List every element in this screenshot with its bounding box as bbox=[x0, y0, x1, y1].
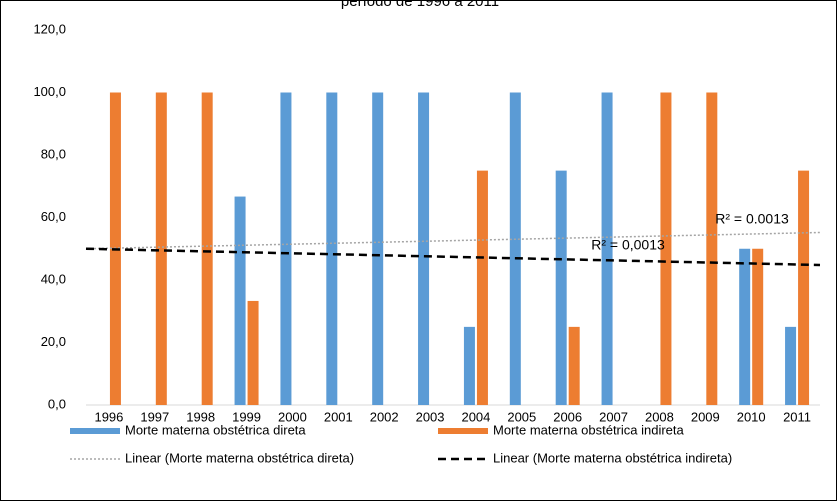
bar bbox=[326, 92, 338, 405]
bar bbox=[568, 326, 580, 405]
x-tick-label: 2008 bbox=[645, 409, 674, 424]
x-tick-label: 1998 bbox=[186, 409, 215, 424]
x-tick-label: 1997 bbox=[140, 409, 169, 424]
bar bbox=[418, 92, 430, 405]
bar bbox=[601, 92, 613, 405]
x-tick-label: 2003 bbox=[416, 409, 445, 424]
y-tick-label: 120,0 bbox=[33, 21, 66, 36]
bar bbox=[660, 92, 672, 405]
x-tick-label: 2005 bbox=[507, 409, 536, 424]
y-tick-label: 60,0 bbox=[41, 209, 66, 224]
bar bbox=[280, 92, 292, 405]
bar bbox=[476, 170, 488, 405]
x-tick-label: 2000 bbox=[278, 409, 307, 424]
bar bbox=[706, 92, 718, 405]
bar bbox=[798, 170, 810, 405]
bar bbox=[372, 92, 384, 405]
chart-title: período de 1996 a 2011 bbox=[341, 0, 499, 10]
y-tick-label: 40,0 bbox=[41, 271, 66, 286]
bar bbox=[155, 92, 167, 405]
bar bbox=[247, 300, 259, 405]
legend-swatch bbox=[70, 428, 120, 434]
x-tick-label: 2006 bbox=[553, 409, 582, 424]
x-tick-label: 2011 bbox=[783, 409, 811, 424]
x-tick-label: 2007 bbox=[599, 409, 628, 424]
x-tick-label: 1999 bbox=[232, 409, 261, 424]
legend-label: Morte materna obstétrica direta bbox=[125, 422, 306, 437]
bar bbox=[509, 92, 521, 405]
bar bbox=[785, 326, 797, 405]
bar bbox=[234, 196, 246, 405]
x-tick-label: 2001 bbox=[324, 409, 353, 424]
x-tick-label: 2009 bbox=[691, 409, 720, 424]
bar bbox=[201, 92, 213, 405]
legend-label: Morte materna obstétrica indireta bbox=[493, 422, 685, 437]
bar bbox=[739, 248, 751, 405]
annotation: R² = 0,0013 bbox=[591, 237, 665, 253]
bar bbox=[752, 248, 764, 405]
trendline bbox=[85, 247, 821, 267]
y-tick-label: 80,0 bbox=[41, 146, 66, 161]
annotation: R² = 0.0013 bbox=[715, 211, 789, 227]
y-tick-label: 0,0 bbox=[48, 396, 66, 411]
x-tick-label: 1996 bbox=[94, 409, 123, 424]
legend-label: Linear (Morte materna obstétrica direta) bbox=[125, 450, 354, 465]
x-tick-label: 2002 bbox=[370, 409, 399, 424]
y-tick-label: 100,0 bbox=[33, 84, 66, 99]
x-tick-label: 2004 bbox=[461, 409, 490, 424]
x-tick-label: 2010 bbox=[737, 409, 766, 424]
legend-label: Linear (Morte materna obstétrica indiret… bbox=[493, 450, 732, 465]
y-tick-label: 20,0 bbox=[41, 334, 66, 349]
legend-swatch bbox=[438, 428, 488, 434]
bar bbox=[463, 326, 475, 405]
bar bbox=[555, 170, 567, 405]
